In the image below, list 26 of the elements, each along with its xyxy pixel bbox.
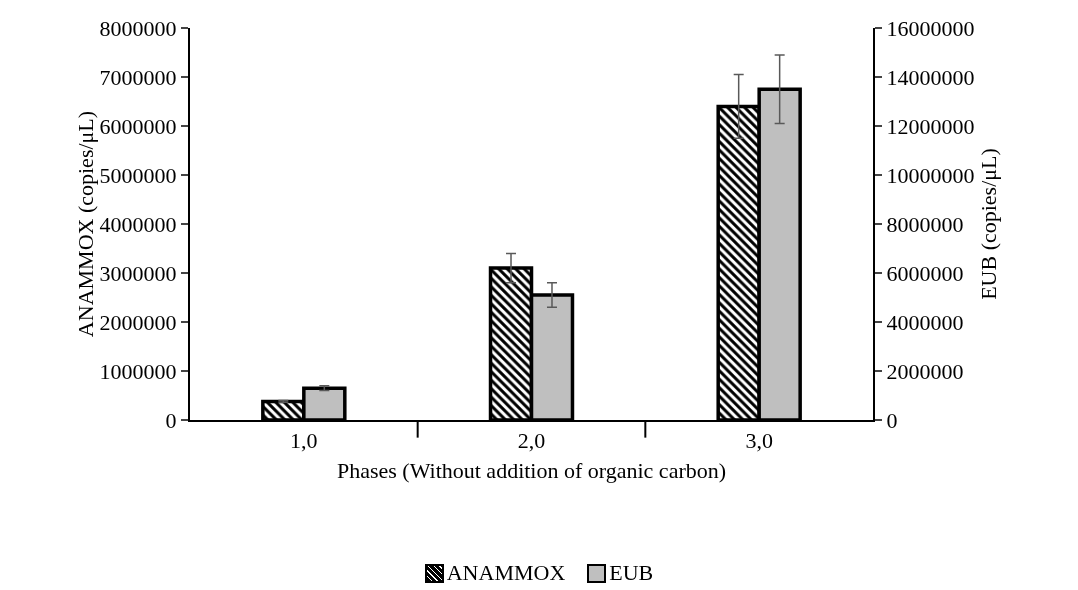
legend-label: EUB — [609, 560, 654, 586]
y2-tick-label: 10000000 — [886, 162, 975, 188]
x-tick-label: 2,0 — [517, 428, 546, 454]
y2-tick-label: 16000000 — [886, 15, 975, 41]
y-tick-label: 3000000 — [99, 260, 177, 286]
y-tick-label: 6000000 — [99, 113, 177, 139]
y2-tick-label: 4000000 — [886, 309, 964, 335]
y-tick-label: 4000000 — [99, 211, 177, 237]
y-axis-title: ANAMMOX (copies/μL) — [72, 110, 98, 338]
y-tick-label: 5000000 — [99, 162, 177, 188]
y2-tick-label: 6000000 — [886, 260, 964, 286]
x-tick-label: 3,0 — [745, 428, 773, 454]
y-tick-label: 8000000 — [99, 15, 177, 41]
y-tick-label: 0 — [165, 407, 177, 433]
x-tick-label: 1,0 — [290, 428, 318, 454]
y-tick-label: 1000000 — [99, 358, 177, 384]
y-tick-label: 7000000 — [99, 64, 177, 90]
y2-tick-label: 12000000 — [886, 113, 975, 139]
y2-tick-label: 8000000 — [886, 211, 964, 237]
x-axis-title: Phases (Without addition of organic carbon) — [336, 457, 727, 483]
y2-tick-label: 14000000 — [886, 64, 975, 90]
y2-axis-title: EUB (copies/μL) — [976, 148, 1002, 300]
y2-tick-label: 2000000 — [886, 358, 964, 384]
y2-tick-label: 0 — [886, 407, 898, 433]
legend-label: ANAMMOX — [446, 560, 566, 586]
y-tick-label: 2000000 — [99, 309, 177, 335]
